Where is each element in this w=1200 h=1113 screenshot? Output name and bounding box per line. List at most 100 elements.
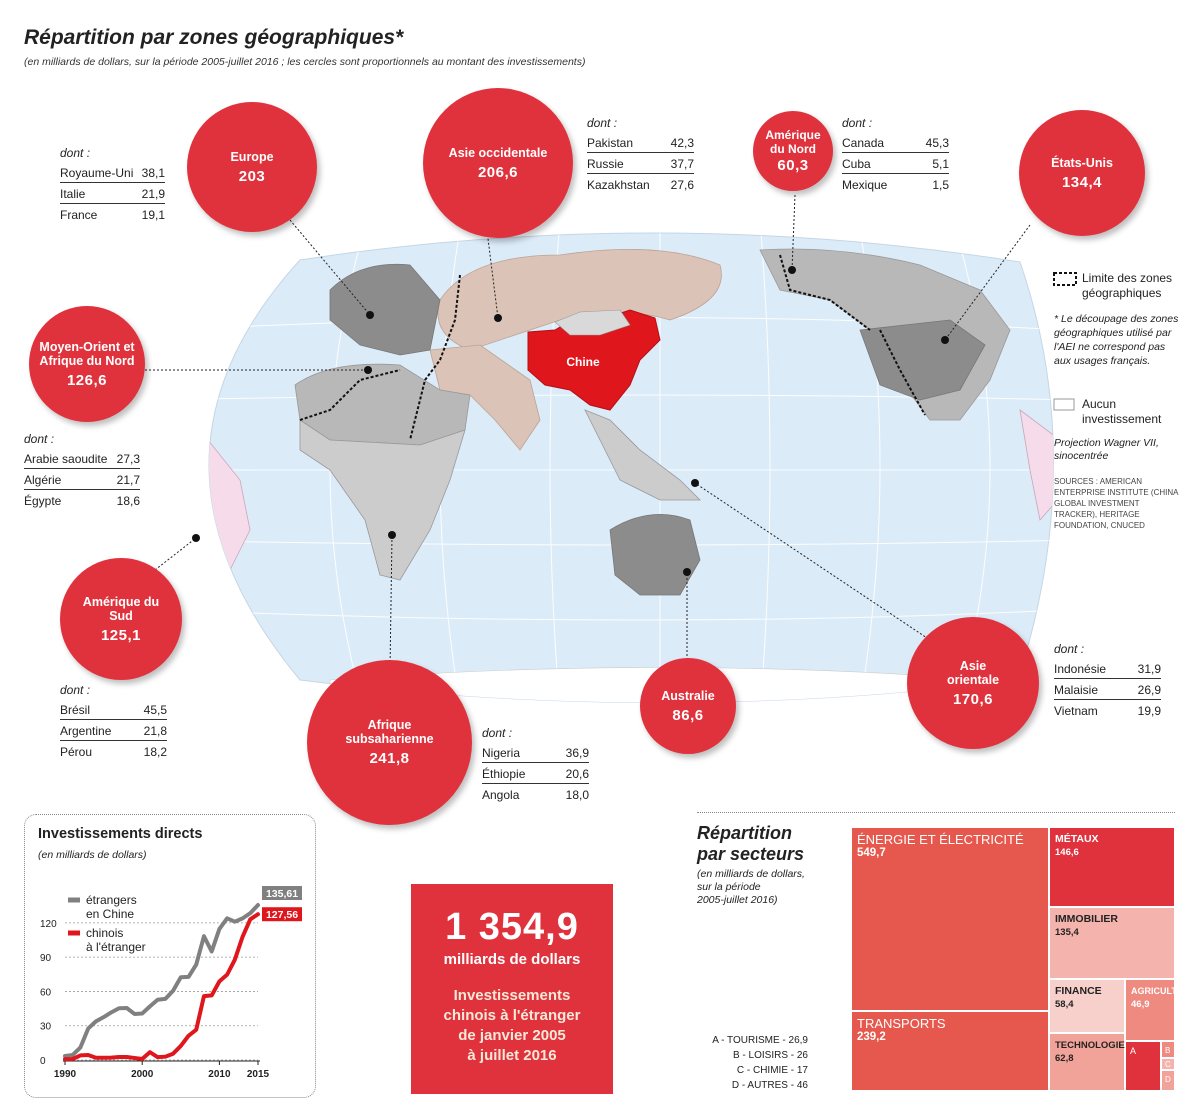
region-value: 241,8	[369, 750, 410, 767]
legend-note: * Le découpage des zones géographiques u…	[1054, 313, 1179, 367]
list-item: Nigeria 36,9	[482, 745, 589, 763]
boundary-legend-swatch	[1053, 272, 1077, 286]
tile-value: 146,6	[1055, 847, 1079, 858]
sectors-small-legend: A - TOURISME - 26,9 B - LOISIRS - 26 C -…	[690, 1033, 808, 1093]
y-tick-label: 30	[40, 1022, 52, 1033]
landmasses	[209, 248, 1054, 703]
mongolia	[554, 309, 631, 336]
region-name: Australie	[661, 688, 715, 703]
list-item: Italie 21,9	[60, 186, 165, 204]
end-label: 135,61	[266, 888, 298, 900]
region-value: 125,1	[100, 626, 142, 644]
list-item: Mexique 1,5	[842, 178, 949, 192]
sectors-divider	[697, 812, 1175, 813]
x-tick-label: 2015	[247, 1069, 270, 1080]
dont-asie-occidentale: dont : Pakistan 42,3 Russie 37,7 Kazakhsta…	[587, 116, 694, 197]
sectors-subtitle-line: sur la période	[697, 881, 761, 893]
region-name: Afrique subsaharienne	[345, 718, 434, 746]
list-item: Malaisie 26,9	[1054, 682, 1161, 700]
region-name: Amérique du Sud	[82, 594, 160, 623]
list-item: Égypte 18,6	[24, 494, 140, 508]
total-box: 1 354,9 milliards de dollars Investissem…	[411, 884, 613, 1094]
tile-energie: ÉNERGIE ET ÉLECTRICITÉ 549,7	[851, 827, 1049, 1011]
investments-title: Investissements directs	[38, 826, 203, 842]
y-tick-label: 90	[40, 953, 52, 964]
region-name: États-Unis	[1051, 155, 1113, 170]
region-value: 60,3	[777, 157, 809, 174]
tile-value: 58,4	[1055, 999, 1074, 1010]
total-desc-line: Investissements	[453, 987, 571, 1004]
tile-transports: TRANSPORTS 239,2	[851, 1011, 1049, 1091]
dont-amerique-du-nord: dont : Canada 45,3 Cuba 5,1 Mexique 1,5	[842, 116, 949, 197]
southeast-asia	[584, 409, 701, 501]
tile-name: IMMOBILIER	[1055, 913, 1118, 925]
circle-amerique-du-nord: Amérique du Nord 60,3	[753, 111, 833, 191]
sources-note: SOURCES : AMERICAN ENTERPRISE INSTITUTE …	[1054, 477, 1179, 530]
tile-value: 135,4	[1055, 927, 1079, 938]
legend-item: A - TOURISME - 26,9	[712, 1035, 808, 1046]
tile-agricult: AGRICULT. 46,9	[1125, 979, 1179, 1041]
sectors-title-line: Répartition	[697, 823, 793, 843]
total-desc-line: de janvier 2005	[458, 1027, 566, 1044]
legend-item: B - LOISIRS - 26	[732, 1050, 808, 1061]
tile-value: 62,8	[1055, 1053, 1074, 1064]
total-desc-line: chinois à l'étranger	[443, 1007, 581, 1024]
tile-name: ÉNERGIE ET ÉLECTRICITÉ	[857, 832, 1024, 847]
tile-technologie: TECHNOLOGIE 62,8	[1049, 1033, 1125, 1091]
investments-subtitle: (en milliards de dollars)	[38, 849, 147, 861]
dont-moyen-orient: dont : Arabie saoudite 27,3 Algérie 21,7 É…	[24, 432, 140, 513]
x-tick-label: 1990	[54, 1069, 77, 1080]
tile-name: AGRICULT.	[1131, 986, 1179, 996]
list-item: Kazakhstan 27,6	[587, 178, 694, 192]
circle-europe: Europe 203	[187, 102, 317, 232]
region-value: 203	[238, 167, 266, 185]
tile-finance: FINANCE 58,4	[1049, 979, 1125, 1033]
dont-label: dont :	[60, 683, 91, 697]
china-label: Chine	[566, 355, 600, 369]
dont-label: dont :	[24, 432, 55, 446]
legend-item: D - AUTRES - 46	[731, 1080, 808, 1091]
subsaharan-africa	[299, 419, 466, 581]
australia	[609, 514, 701, 596]
tile-metaux: MÉTAUX 146,6	[1049, 827, 1175, 907]
tile-b: B	[1161, 1041, 1175, 1058]
total-unit: milliards de dollars	[443, 951, 581, 968]
tile-name: A	[1130, 1046, 1137, 1056]
total-description: Investissements chinois à l'étranger de …	[411, 986, 613, 1066]
circle-australie: Australie 86,6	[640, 658, 736, 754]
tile-name: TRANSPORTS	[857, 1016, 946, 1031]
region-value: 206,6	[477, 163, 519, 181]
list-item: Brésil 45,5	[60, 702, 167, 720]
legend-label: étrangers	[86, 893, 137, 907]
legend-label: à l'étranger	[86, 940, 146, 954]
list-item: Canada 45,3	[842, 135, 949, 153]
region-name: Asie orientale	[946, 658, 1000, 687]
legend-item: C - CHIMIE - 17	[736, 1065, 808, 1076]
region-name: Asie occidentale	[448, 145, 548, 160]
dont-label: dont :	[482, 726, 513, 740]
sectors-subtitle: (en milliards de dollars, sur la période…	[697, 868, 805, 907]
legend-label: chinois	[86, 926, 123, 940]
circle-asie-orientale: Asie orientale 170,6	[907, 617, 1039, 749]
tile-a: A	[1125, 1041, 1161, 1091]
zone-boundaries	[299, 254, 926, 441]
circle-asie-occidentale: Asie occidentale 206,6	[423, 88, 573, 238]
page-subtitle: (en milliards de dollars, sur la période…	[24, 56, 586, 68]
tile-value: 549,7	[857, 847, 886, 859]
tile-name: FINANCE	[1055, 985, 1102, 997]
dont-amerique-du-sud: dont : Brésil 45,5 Argentine 21,8 Pérou 18,…	[60, 683, 167, 764]
tile-name: TECHNOLOGIE	[1055, 1040, 1125, 1051]
no-investment-legend-swatch	[1053, 398, 1075, 411]
investments-panel	[24, 814, 316, 1098]
legend-label: en Chine	[86, 907, 134, 921]
sectors-subtitle-line: 2005-juillet 2016)	[697, 894, 778, 906]
y-tick-label: 60	[40, 987, 52, 998]
europe	[329, 263, 441, 356]
y-tick-label: 0	[40, 1056, 46, 1067]
list-item: Algérie 21,7	[24, 472, 140, 490]
end-label: 127,56	[266, 909, 298, 921]
list-item: Pérou 18,2	[60, 745, 167, 759]
sectors-subtitle-line: (en milliards de dollars,	[697, 868, 805, 880]
x-tick-label: 2000	[131, 1069, 154, 1080]
